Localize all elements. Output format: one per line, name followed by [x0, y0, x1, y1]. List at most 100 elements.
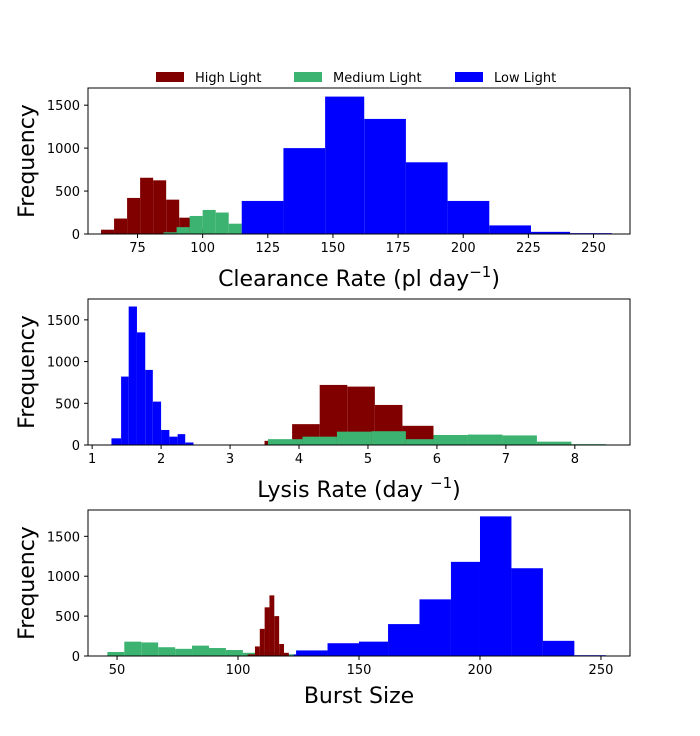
bar-high-light-5: [274, 616, 280, 656]
bar-high-light-0: [247, 654, 255, 656]
bar-low-light-6: [450, 561, 480, 656]
bar-medium-light-4: [175, 648, 193, 656]
axes-frame: [87, 87, 631, 235]
bar-low-light-2: [327, 643, 359, 656]
legend-swatch-high-light: [156, 72, 184, 82]
legend-label-low-light: Low Light: [494, 71, 556, 86]
bar-high-light-7: [283, 652, 289, 656]
bar-low-light-4: [145, 369, 153, 445]
y-tick-label: 1500: [47, 530, 80, 545]
x-tick-label: 1: [88, 452, 96, 467]
x-tick-label: 100: [226, 663, 251, 678]
bar-high-light-4: [153, 180, 167, 234]
bar-medium-light-6: [208, 648, 226, 656]
bar-low-light-9: [542, 640, 575, 656]
bar-medium-light-5: [433, 434, 468, 445]
bar-low-light-1: [283, 148, 326, 234]
legend-swatch-low-light: [455, 72, 483, 82]
x-tick-label: 100: [190, 241, 215, 256]
bar-low-light-2: [128, 306, 137, 445]
bar-low-light-0: [111, 438, 122, 445]
x-tick-label: 150: [321, 241, 346, 256]
x-axis-label: Burst Size: [304, 684, 414, 709]
bar-medium-light-4: [215, 212, 229, 234]
bar-high-light-6: [279, 644, 284, 656]
y-tick-label: 0: [72, 439, 80, 454]
x-tick-label: 4: [295, 452, 303, 467]
legend: High Light Medium Light Low Light: [156, 71, 556, 86]
bar-low-light-1: [121, 376, 129, 445]
x-tick-label: 150: [347, 663, 372, 678]
bar-low-light-5: [419, 599, 451, 656]
bar-high-light-3: [264, 607, 270, 656]
legend-label-high-light: High Light: [195, 71, 261, 86]
y-tick-label: 0: [72, 228, 80, 243]
burst-size-histogram: 50 100 150 200 250 0 500 1000 1500 Frequency Burst…: [15, 509, 631, 709]
bar-high-light-3: [140, 177, 154, 234]
bar-medium-light-3: [202, 209, 216, 234]
x-tick-label: 250: [589, 663, 614, 678]
x-tick-label: 7: [502, 452, 510, 467]
y-tick-label: 1000: [47, 356, 80, 371]
bar-high-light-2: [127, 197, 141, 234]
bar-low-light-4: [388, 624, 420, 656]
bar-medium-light-2: [189, 215, 203, 234]
bar-medium-light-3: [158, 647, 176, 656]
x-tick-label: 2: [157, 452, 165, 467]
y-tick-label: 1000: [47, 142, 80, 157]
x-tick-label: 225: [516, 241, 541, 256]
bar-medium-light-7: [225, 650, 243, 656]
bar-medium-light-8: [536, 441, 572, 445]
x-tick-label: 75: [129, 241, 146, 256]
bar-medium-light-1: [124, 641, 142, 656]
lysis-rate-histogram: 1 2 3 4 5 6 7 8 0 500 1000 1500 Frequency Lysis Rate …: [15, 298, 631, 503]
bar-medium-light-3: [371, 431, 406, 445]
bar-medium-light-0: [163, 232, 177, 234]
bar-low-light-8: [177, 434, 186, 445]
x-tick-label: 125: [255, 241, 280, 256]
bar-medium-light-6: [467, 434, 503, 445]
bar-high-light-4: [269, 595, 275, 656]
x-axis-label: Lysis Rate (day −1): [257, 474, 461, 503]
x-tick-label: 6: [433, 452, 441, 467]
bar-medium-light-4: [405, 439, 434, 445]
x-tick-label: 200: [451, 241, 476, 256]
bar-high-light-1: [254, 646, 260, 656]
bar-high-light-0: [101, 229, 115, 234]
x-tick-label: 200: [468, 663, 493, 678]
x-axis-label: Clearance Rate (pl day−1): [218, 263, 500, 292]
y-axis-label: Frequency: [15, 104, 40, 218]
bar-low-light-7: [479, 516, 512, 656]
bar-low-light-3: [136, 332, 146, 445]
y-tick-label: 500: [55, 397, 80, 412]
bar-medium-light-0: [267, 439, 303, 445]
bar-low-light-2: [325, 96, 365, 234]
bar-low-light-7: [169, 436, 178, 445]
bar-medium-light-0: [107, 652, 125, 656]
y-tick-label: 500: [55, 185, 80, 200]
bar-low-light-8: [511, 568, 543, 656]
bar-high-light-1: [114, 218, 128, 234]
bar-low-light-5: [152, 401, 162, 445]
y-tick-label: 1500: [47, 314, 80, 329]
y-tick-label: 500: [55, 610, 80, 625]
bar-low-light-0: [241, 200, 284, 234]
bar-low-light-6: [489, 225, 531, 234]
bar-medium-light-2: [141, 642, 159, 656]
bar-medium-light-5: [228, 223, 242, 234]
axes-frame: [87, 298, 631, 446]
bar-low-light-4: [405, 162, 448, 234]
x-tick-label: 5: [364, 452, 372, 467]
bar-low-light-3: [364, 118, 406, 234]
x-tick-label: 50: [109, 663, 126, 678]
x-tick-label: 3: [226, 452, 234, 467]
x-tick-label: 175: [386, 241, 411, 256]
bar-medium-light-7: [502, 435, 537, 445]
legend-swatch-medium-light: [294, 72, 322, 82]
bar-low-light-6: [161, 429, 170, 445]
axes-frame: [87, 509, 631, 657]
bar-low-light-3: [359, 641, 389, 656]
bar-low-light-7: [530, 231, 571, 234]
clearance-rate-histogram: 75 100 125 150 175 200 225 250 0 500 1000 1500 Frequ…: [15, 87, 631, 292]
x-tick-label: 8: [571, 452, 579, 467]
